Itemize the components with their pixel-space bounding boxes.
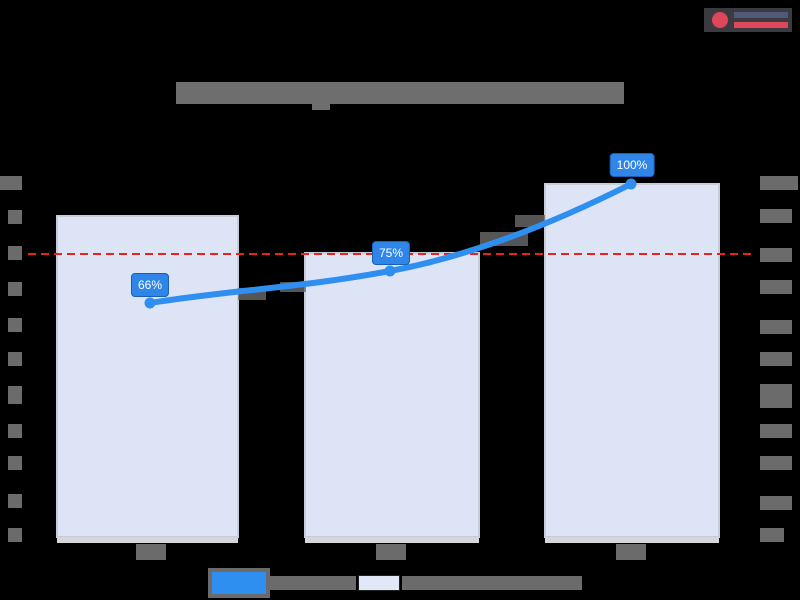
line-point-3[interactable]: [625, 178, 637, 190]
legend-swatch-bar[interactable]: [358, 575, 400, 591]
bar-series: [56, 183, 720, 543]
legend: [208, 568, 584, 598]
data-label-2: 75%: [371, 241, 411, 265]
data-label-1: 66%: [130, 273, 170, 297]
line-point-2[interactable]: [384, 265, 396, 277]
left-axis: [0, 176, 22, 542]
logo-text-bottom: [734, 22, 788, 28]
bar-3[interactable]: [544, 183, 720, 538]
chart-title-descender: [312, 104, 330, 110]
line-point-1[interactable]: [144, 297, 156, 309]
brand-logo: [704, 8, 792, 32]
logo-text-top: [734, 12, 788, 18]
data-label-3: 100%: [609, 153, 655, 177]
legend-label-line-redacted: [270, 576, 356, 590]
x-axis-labels: [136, 544, 646, 560]
legend-swatch-line[interactable]: [208, 568, 270, 598]
bar-2[interactable]: [304, 252, 480, 538]
chart-title-redacted: [176, 82, 624, 104]
legend-label-bar-redacted: [402, 576, 582, 590]
right-axis: [760, 176, 798, 542]
bar-1[interactable]: [56, 215, 239, 538]
logo-mark-icon: [712, 12, 728, 28]
